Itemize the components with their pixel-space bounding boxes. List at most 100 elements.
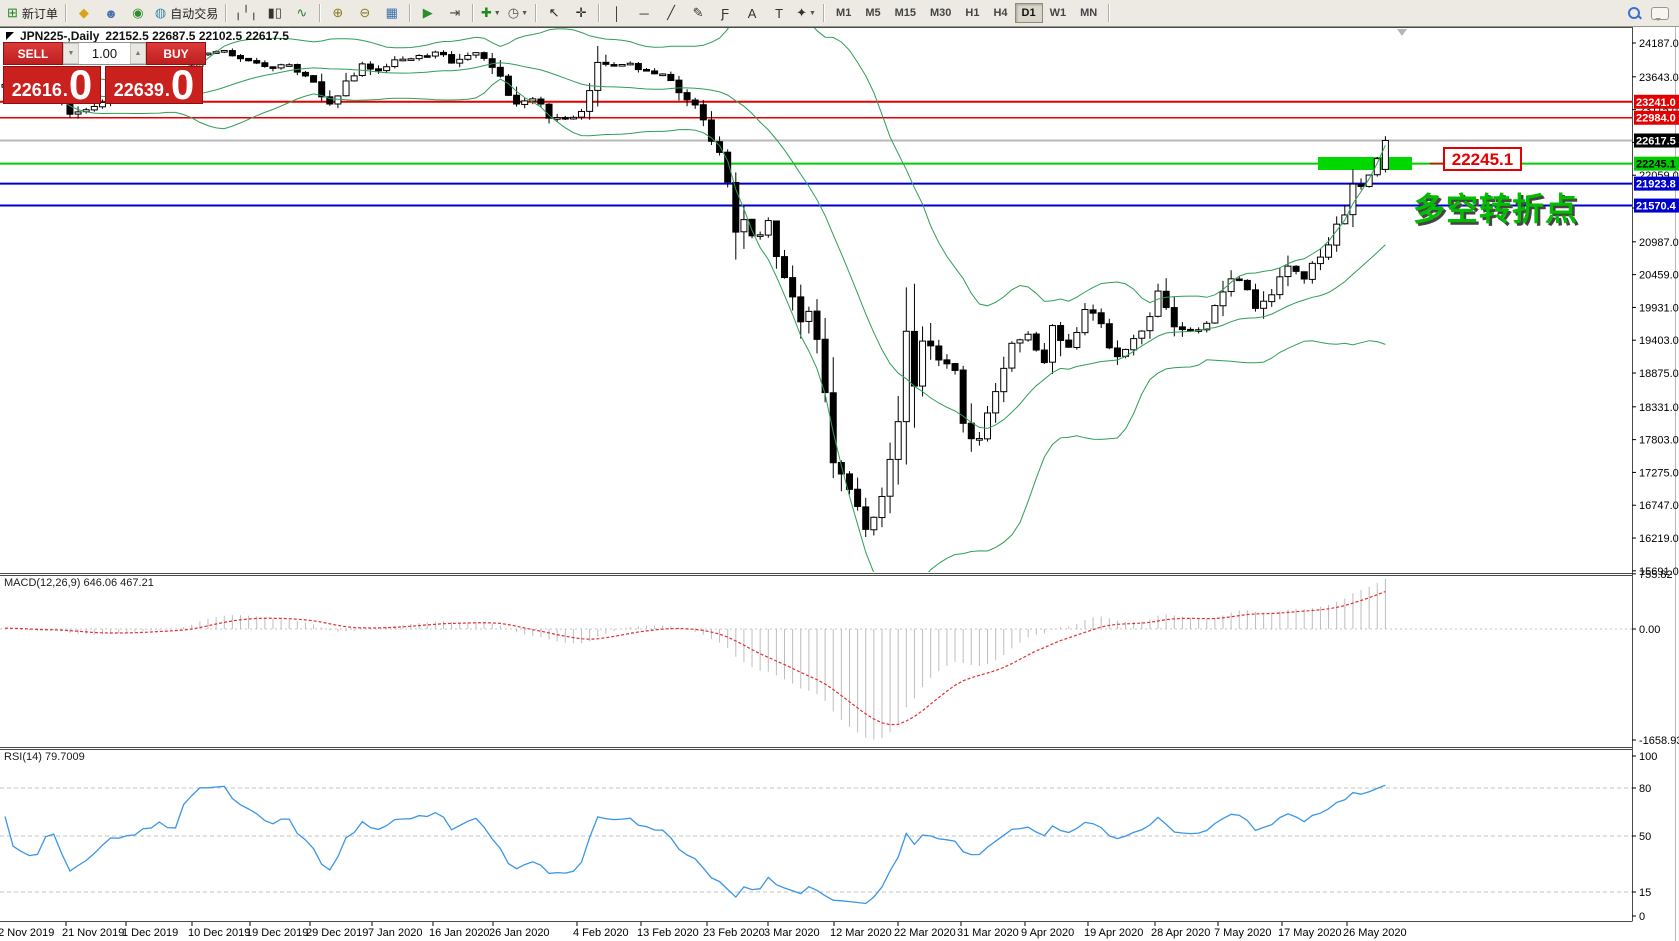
date-label: 29 Dec 2019 (306, 927, 368, 939)
date-label: 13 Feb 2020 (637, 927, 699, 939)
text-tool[interactable]: A (739, 3, 765, 24)
price-tick-label: 18875.0 (1639, 368, 1679, 380)
candle-body (919, 340, 927, 387)
timeframe-d1[interactable]: D1 (1014, 3, 1043, 23)
sell-price-dot: . (62, 80, 68, 100)
candle-body (1016, 339, 1024, 344)
candle-body (74, 111, 82, 115)
zoom-in-icon-glyph: ⊕ (332, 5, 344, 20)
equidistant-channel-tool[interactable]: ✎ (685, 3, 711, 24)
price-label-text: 22984.0 (1636, 113, 1676, 125)
strategy-signal-icon[interactable]: ◉ (125, 3, 151, 24)
bar-chart-icon[interactable]: ╷╵╷ (231, 3, 260, 24)
timeframe-h1[interactable]: H1 (965, 7, 980, 19)
arrows-tool[interactable]: ✦ ▼ (793, 3, 819, 24)
search-icon[interactable] (1628, 6, 1641, 20)
volume-decrease-button[interactable]: ▼ (63, 43, 79, 64)
fibonacci-tool[interactable]: Ƒ (712, 3, 738, 24)
candle-body (659, 73, 667, 77)
zoom-in-icon[interactable]: ⊕ (325, 3, 351, 24)
candle-body (293, 64, 301, 73)
candle-body (1040, 349, 1048, 364)
candle-body (602, 61, 610, 65)
tile-windows-icon[interactable]: ▦ (379, 3, 405, 24)
price-level-callout[interactable]: 22245.1 (1443, 147, 1522, 171)
toolbar-separator (535, 4, 538, 22)
chat-icon[interactable] (1651, 6, 1669, 21)
candle-body (797, 296, 805, 323)
volume-value[interactable]: 1.00 (91, 46, 118, 61)
candlestick-chart-icon[interactable]: ▮▯ (262, 3, 288, 24)
candle-body (431, 51, 439, 57)
date-label: 10 Dec 2019 (188, 927, 250, 939)
macd-panel (0, 578, 1632, 740)
support-zone-rect[interactable] (1318, 157, 1412, 170)
chart-shift-icon[interactable]: ⇥ (442, 3, 468, 24)
toolbar-separator (823, 4, 826, 22)
candle-body (1284, 265, 1292, 278)
market-watch-icon[interactable]: ◆ (71, 3, 97, 24)
candle-body (951, 363, 959, 371)
new-order-glyph: ⊞ (7, 5, 18, 20)
sell-price[interactable]: 22616 . 0 (3, 61, 101, 108)
candle-body (586, 90, 594, 112)
timeframe-mn[interactable]: MN (1080, 7, 1098, 19)
candle-body (642, 68, 650, 72)
auto-scroll-icon[interactable]: ▶ (415, 3, 441, 24)
buy-button[interactable]: BUY (146, 42, 206, 65)
timeframe-h4[interactable]: H4 (993, 7, 1008, 19)
candle-body (1276, 276, 1284, 296)
buy-price-main: 22639 (113, 80, 164, 100)
candle-body (748, 218, 756, 237)
volume-increase-button[interactable]: ▲ (130, 43, 146, 64)
turning-point-annotation[interactable]: 多空转折点 (1413, 191, 1579, 227)
price-label-text: 23241.0 (1636, 97, 1676, 109)
candle-body (383, 66, 391, 72)
horizontal-line-tool[interactable]: ─ (631, 3, 657, 24)
trendline-tool[interactable]: ╱ (658, 3, 684, 24)
candle-body (675, 79, 683, 94)
line-chart-icon[interactable]: ∿ (289, 3, 315, 24)
bollinger-middle (4, 62, 1386, 429)
text-label-tool[interactable]: T (766, 3, 792, 24)
candle-body (423, 55, 431, 58)
candle-body (910, 330, 918, 387)
candle-body (415, 54, 423, 60)
date-label: 19 Dec 2019 (246, 927, 308, 939)
candle-body (1097, 312, 1105, 325)
candle-body (1178, 326, 1186, 331)
timeframe-m5[interactable]: M5 (865, 7, 881, 19)
horizontal-line-glyph: ─ (639, 5, 649, 21)
candle-body (1381, 140, 1389, 170)
candle-body (277, 64, 285, 69)
candle-body (1260, 300, 1268, 309)
timeframe-m30[interactable]: M30 (930, 7, 952, 19)
sell-button[interactable]: SELL (3, 42, 63, 65)
sell-price-pip: 0 (68, 61, 93, 108)
macd-zero-label: 0.00 (1639, 624, 1660, 636)
candle-body (98, 101, 106, 108)
cursor-tool[interactable]: ↖ (541, 3, 567, 24)
timeframe-m1[interactable]: M1 (836, 7, 852, 19)
new-order-button[interactable]: ⊞ 新订单 (4, 3, 61, 24)
volume-stepper[interactable]: ▼ 1.00 ▲ (63, 42, 146, 65)
candle-body (845, 473, 853, 490)
vertical-line-tool[interactable]: │ (604, 3, 630, 24)
candle-body (984, 412, 992, 440)
auto-trading-button[interactable]: ◍ 自动交易 (152, 3, 221, 24)
toolbar-right-group (1628, 6, 1675, 21)
data-window-icon[interactable]: ☻ (98, 3, 124, 24)
crosshair-tool[interactable]: ✛ (568, 3, 594, 24)
main-panel (0, 28, 1632, 572)
candle-body (789, 277, 797, 298)
periods-button[interactable]: ◷ ▼ (505, 3, 531, 24)
zoom-out-icon[interactable]: ⊖ (352, 3, 378, 24)
symbol-period-label: JPN225-,Daily (20, 29, 100, 43)
candle-body (1300, 271, 1308, 280)
timeframe-w1[interactable]: W1 (1049, 7, 1067, 19)
buy-price[interactable]: 22639 . 0 (105, 64, 203, 106)
timeframe-m15[interactable]: M15 (894, 7, 917, 19)
indicators-button[interactable]: ✚ ▼ (478, 3, 504, 24)
candle-body (1316, 256, 1324, 265)
